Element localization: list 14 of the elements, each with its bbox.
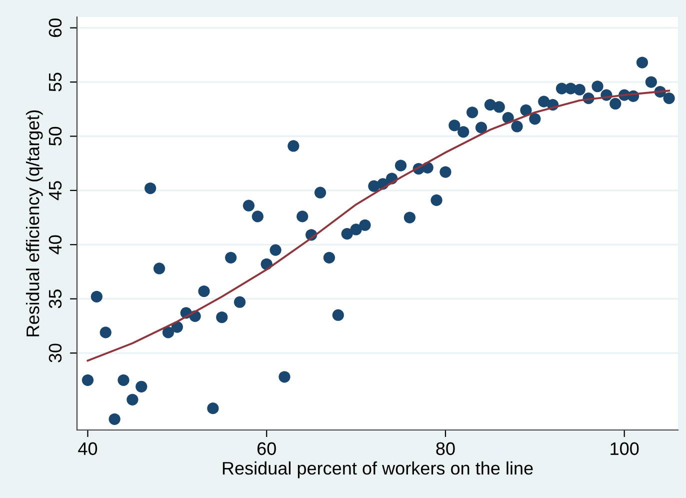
y-tick-label: 50 — [48, 126, 62, 146]
x-tick-label: 60 — [257, 442, 276, 456]
x-tick-label: 100 — [610, 442, 639, 456]
x-tick-label: 40 — [78, 442, 98, 456]
y-tick-label: 40 — [48, 235, 62, 254]
y-tick-label: 35 — [48, 290, 62, 308]
y-tick-label: 45 — [49, 181, 62, 200]
x-tick-label: 80 — [436, 442, 455, 456]
y-axis-title: Residual efficiency (q/target) — [26, 110, 43, 336]
y-tick-label: 60 — [48, 18, 62, 37]
y-tick-label: 30 — [48, 344, 62, 362]
line-series — [86, 90, 670, 362]
y-tick-label: 55 — [49, 72, 62, 92]
x-axis-title: Residual percent of workers on the line — [222, 461, 533, 478]
